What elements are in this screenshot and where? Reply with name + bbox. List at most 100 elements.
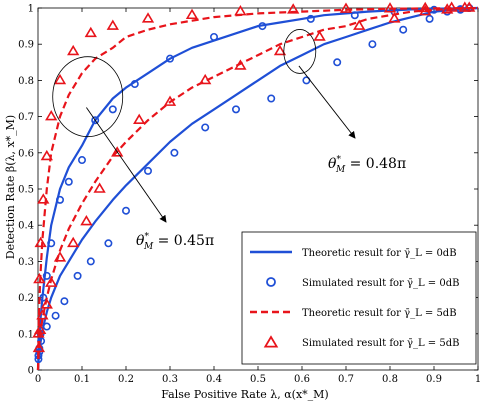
data-point-triangle [441, 3, 454, 14]
data-point-circle [399, 25, 408, 34]
data-point-circle [333, 58, 342, 67]
x-axis-label: False Positive Rate λ, α(x*_M) [161, 388, 328, 401]
data-point-triangle [111, 146, 124, 157]
data-point-circle [86, 257, 95, 266]
data-point-triangle [106, 19, 119, 30]
data-point-circle [267, 94, 276, 103]
y-tick-label: 0.2 [18, 293, 34, 304]
series-dashed-line-4 [36, 6, 479, 371]
series-line [36, 6, 479, 371]
legend: Theoretic result for γ̄_L = 0dB Simulated… [241, 231, 477, 365]
data-point-triangle [37, 193, 50, 204]
data-point-circle [210, 32, 219, 41]
legend-marker-triangle [263, 335, 279, 348]
data-point-triangle [463, 1, 476, 12]
data-point-triangle [133, 113, 146, 125]
data-point-triangle [287, 3, 300, 14]
data-point-triangle [353, 19, 366, 30]
data-point-triangle [32, 327, 45, 338]
data-point-circle [78, 156, 87, 165]
data-point-triangle [53, 73, 67, 85]
annotation-theta-045pi: θ* M = 0.45π [136, 232, 214, 252]
data-point-circle [60, 297, 69, 306]
arrow-045pi [86, 107, 167, 223]
data-point-triangle [313, 30, 326, 41]
x-tick-label: 0.2 [118, 374, 134, 385]
y-tick-label: 0.7 [18, 112, 34, 123]
data-point-triangle [419, 1, 432, 13]
data-point-triangle [45, 110, 58, 121]
x-tick-label: 0.5 [250, 374, 266, 385]
x-tick-label: 0.6 [294, 374, 310, 385]
x-tick-label: 0.8 [382, 374, 398, 385]
data-point-triangle [273, 44, 287, 56]
series-line [36, 6, 479, 371]
series-triangle-marker-7 [32, 1, 476, 338]
data-point-circle [258, 22, 267, 31]
data-point-triangle [383, 2, 397, 13]
legend-label: Theoretic result for γ̄_L = 0dB [302, 248, 457, 259]
data-point-triangle [40, 149, 53, 161]
data-point-triangle [185, 8, 199, 20]
data-point-triangle [34, 236, 47, 248]
data-point-triangle [33, 272, 46, 284]
data-point-triangle [67, 44, 80, 56]
data-point-circle [47, 239, 56, 248]
data-point-circle [108, 105, 117, 114]
data-point-circle [104, 239, 113, 248]
legend-marker-circle [266, 277, 276, 287]
legend-item: Theoretic result for γ̄_L = 0dB [250, 248, 457, 259]
y-tick-label: 0.6 [18, 148, 34, 159]
data-point-triangle [53, 251, 67, 262]
x-tick-label: 0.4 [206, 374, 222, 385]
y-tick-label: 0 [28, 366, 34, 377]
data-point-triangle [234, 59, 247, 70]
data-point-circle [170, 148, 179, 157]
data-point-triangle [40, 298, 53, 309]
ellipse-045pi [52, 56, 124, 138]
data-point-circle [64, 177, 73, 186]
data-point-circle [42, 322, 51, 331]
data-point-triangle [32, 341, 46, 353]
legend-item: Simulated result for γ̄_L = 0dB [266, 277, 459, 289]
data-point-circle [368, 40, 377, 49]
annotation-theta-048pi: θ* M = 0.48π [328, 155, 406, 175]
data-point-circle [130, 80, 139, 89]
annotations: θ* M = 0.45π θ* M = 0.48π [52, 29, 406, 252]
data-point-circle [166, 54, 175, 63]
data-point-triangle [388, 12, 401, 23]
data-point-circle [302, 76, 311, 85]
data-point-circle [232, 105, 241, 114]
series-layer [32, 1, 479, 371]
data-point-circle [425, 14, 434, 23]
legend-label: Simulated result for γ̄_L = 5dB [302, 338, 459, 349]
data-point-circle [51, 311, 60, 320]
axes-text: False Positive Rate λ, α(x*_M) Detection… [4, 115, 329, 401]
legend-item: Theoretic result for γ̄_L = 5dB [250, 308, 457, 319]
data-point-circle [55, 195, 64, 204]
data-point-circle [350, 11, 359, 20]
data-point-circle [91, 116, 100, 125]
legend-label: Theoretic result for γ̄_L = 5dB [302, 308, 457, 319]
y-tick-label: 0.9 [18, 40, 34, 51]
data-point-triangle [93, 182, 106, 193]
data-point-triangle [80, 215, 93, 226]
legend-label: Simulated result for γ̄_L = 0dB [302, 278, 459, 289]
y-tick-label: 0.1 [18, 329, 34, 340]
legend-box [241, 231, 477, 365]
y-tick-label: 0.8 [18, 76, 34, 87]
x-tick-label: 0.9 [426, 374, 442, 385]
data-point-circle [122, 206, 131, 215]
data-point-circle [144, 166, 153, 175]
data-point-triangle [45, 276, 58, 287]
x-tick-label: 0.3 [162, 374, 178, 385]
y-axis-label: Detection Rate β(λ, x*_M) [4, 115, 17, 259]
ellipse-048pi [283, 29, 317, 74]
data-point-triangle [67, 236, 80, 248]
y-tick-label: 0.5 [18, 185, 34, 196]
data-point-triangle [445, 1, 458, 12]
data-point-triangle [339, 2, 353, 13]
data-point-triangle [36, 309, 49, 320]
data-point-circle [201, 123, 210, 132]
